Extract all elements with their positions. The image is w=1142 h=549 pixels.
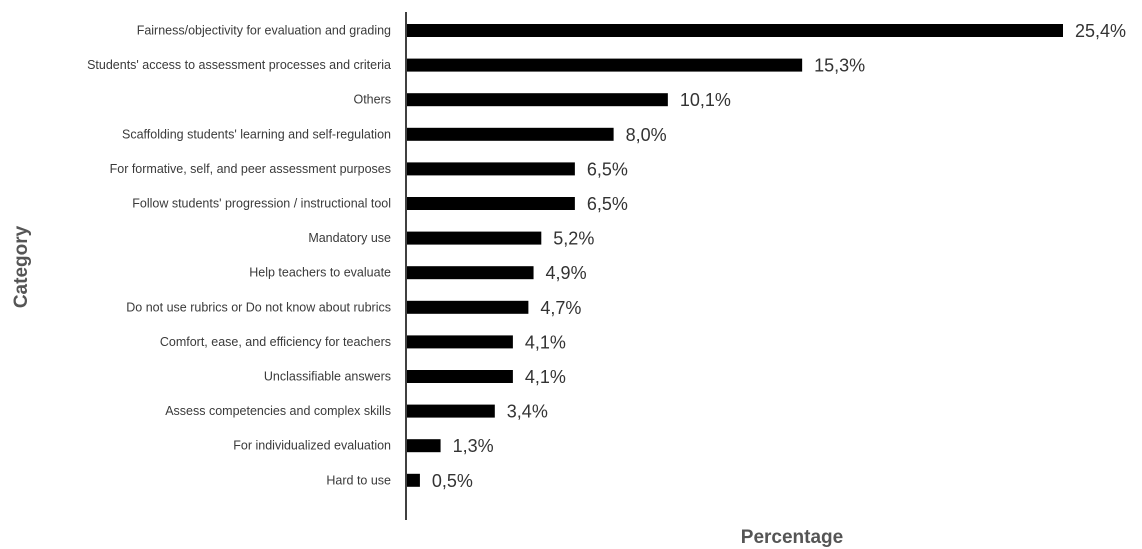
- bar: [407, 58, 803, 72]
- bar: [407, 473, 420, 487]
- category-label: Unclassifiable answers: [264, 370, 391, 384]
- bar: [407, 127, 614, 141]
- bar: [407, 162, 575, 176]
- category-label: Students' access to assessment processes…: [87, 58, 391, 72]
- bar: [407, 24, 1063, 37]
- bar: [407, 335, 513, 349]
- category-label: Help teachers to evaluate: [249, 266, 391, 280]
- category-label: For individualized evaluation: [233, 439, 391, 453]
- bar: [407, 231, 542, 245]
- data-label: 4,7%: [540, 298, 581, 318]
- data-label: 0,5%: [432, 471, 473, 491]
- category-label: Scaffolding students' learning and self-…: [122, 127, 391, 141]
- bar: [407, 197, 575, 210]
- bar: [407, 93, 668, 107]
- bar: [407, 439, 441, 453]
- category-label: Hard to use: [326, 473, 391, 487]
- data-label: 10,1%: [680, 90, 731, 110]
- category-label: Follow students' progression / instructi…: [132, 197, 391, 211]
- category-label: Comfort, ease, and efficiency for teache…: [160, 335, 391, 349]
- bar: [407, 370, 513, 383]
- category-label: Assess competencies and complex skills: [165, 404, 391, 418]
- data-label: 15,3%: [814, 56, 865, 76]
- data-label: 4,1%: [525, 367, 566, 387]
- bar: [407, 404, 495, 418]
- data-label: 3,4%: [507, 402, 548, 422]
- category-label: Mandatory use: [308, 231, 391, 245]
- data-label: 25,4%: [1075, 21, 1126, 41]
- bar: [407, 266, 534, 280]
- data-label: 5,2%: [553, 229, 594, 249]
- bar: [407, 300, 529, 314]
- x-axis-title: Percentage: [741, 527, 843, 548]
- category-label: Do not use rubrics or Do not know about …: [126, 300, 391, 314]
- data-label: 4,1%: [525, 332, 566, 352]
- category-label: Others: [353, 93, 391, 107]
- category-label: Fairness/objectivity for evaluation and …: [137, 24, 391, 38]
- bars-layer: Fairness/objectivity for evaluation and …: [87, 21, 1126, 491]
- y-axis-title: Category: [11, 225, 32, 308]
- data-label: 8,0%: [626, 125, 667, 145]
- category-label: For formative, self, and peer assessment…: [110, 162, 391, 176]
- data-label: 6,5%: [587, 159, 628, 179]
- data-label: 4,9%: [546, 263, 587, 283]
- data-label: 6,5%: [587, 194, 628, 214]
- data-label: 1,3%: [453, 436, 494, 456]
